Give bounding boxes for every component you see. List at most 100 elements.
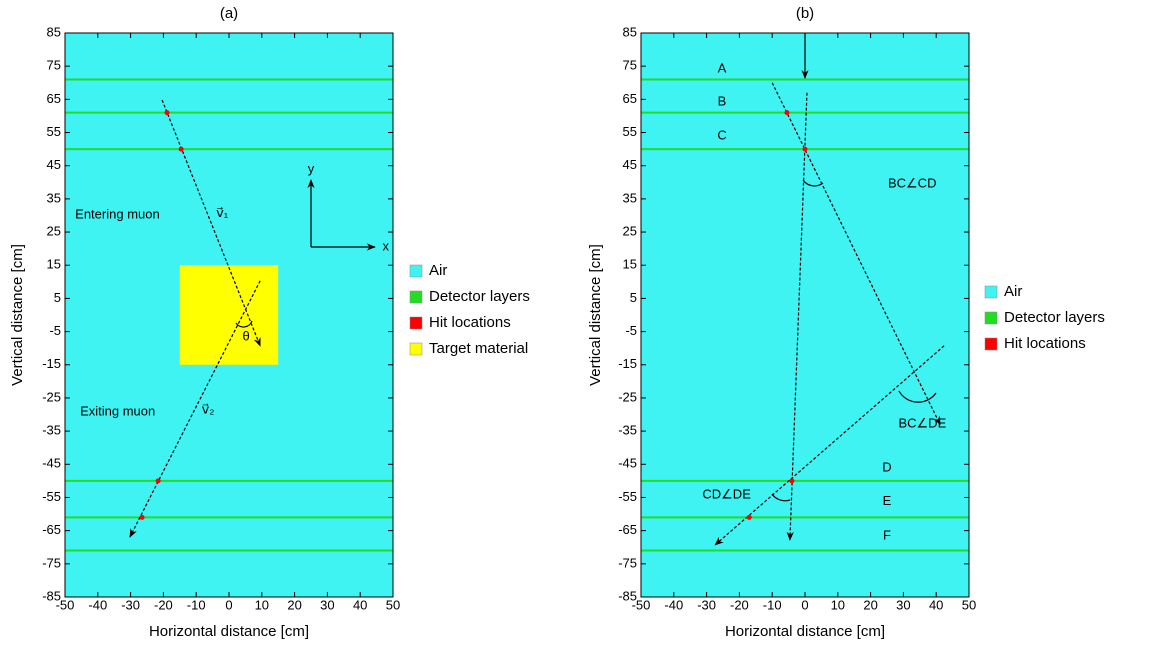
x-tick-label: 20 <box>287 597 301 612</box>
annotation: Exiting muon <box>80 403 155 418</box>
annotation: B <box>718 93 727 108</box>
x-tick-label: 10 <box>255 597 269 612</box>
legend-swatch <box>409 290 423 304</box>
muon-track <box>771 82 941 426</box>
legend-label: Detector layers <box>1004 309 1105 326</box>
x-tick-label: -30 <box>121 597 140 612</box>
chart-title: (a) <box>220 5 238 22</box>
annotation: BC∠CD <box>888 175 937 190</box>
legend-swatch <box>409 342 423 356</box>
legend-swatch <box>984 337 998 351</box>
x-tick-label: -40 <box>664 597 683 612</box>
annotation: F <box>883 527 891 542</box>
y-tick-label: -5 <box>49 323 61 338</box>
x-tick-label: -20 <box>730 597 749 612</box>
y-tick-label: 55 <box>47 124 61 139</box>
y-tick-label: -65 <box>42 522 61 537</box>
y-tick-label: 55 <box>623 124 637 139</box>
hit-location <box>789 478 795 484</box>
panel: Entering muon Exiting muon v⃗₁ v⃗₂ θ y x -85 -75… <box>9 5 530 640</box>
legend-swatch <box>409 316 423 330</box>
air-region <box>641 33 969 597</box>
muon-track <box>786 92 808 541</box>
hit-location <box>178 146 184 152</box>
y-axis-label: Vertical distance [cm] <box>587 244 604 386</box>
annotation: C <box>717 127 726 142</box>
y-tick-label: -25 <box>618 389 637 404</box>
muon-track <box>129 280 261 538</box>
x-tick-label: -40 <box>88 597 107 612</box>
y-tick-label: 65 <box>623 91 637 106</box>
y-tick-label: 15 <box>47 257 61 272</box>
x-tick-label: 40 <box>929 597 943 612</box>
target-material <box>179 265 279 365</box>
x-axis-label: Horizontal distance [cm] <box>725 623 885 640</box>
x-tick-label: 50 <box>386 597 400 612</box>
y-tick-label: -55 <box>42 489 61 504</box>
x-tick-label: -50 <box>56 597 75 612</box>
y-tick-label: 75 <box>47 58 61 73</box>
hit-location <box>164 110 170 116</box>
hit-location <box>155 478 161 484</box>
annotation: v⃗₂ <box>202 402 215 417</box>
x-tick-label: 10 <box>831 597 845 612</box>
legend-label: Hit locations <box>429 314 511 331</box>
y-tick-label: 15 <box>623 257 637 272</box>
angle-arc <box>235 320 253 328</box>
hit-location <box>746 514 752 520</box>
y-tick-label: -15 <box>42 356 61 371</box>
annotation: E <box>883 493 892 508</box>
y-tick-label: -45 <box>42 456 61 471</box>
annotation: Entering muon <box>75 207 160 222</box>
y-tick-label: -65 <box>618 522 637 537</box>
annotation: y <box>308 161 315 176</box>
hit-location <box>139 514 145 520</box>
legend-swatch <box>984 285 998 299</box>
y-tick-label: 25 <box>47 223 61 238</box>
y-tick-label: -35 <box>618 423 637 438</box>
angle-arc <box>771 493 791 502</box>
y-tick-label: -75 <box>618 555 637 570</box>
annotation: CD∠DE <box>702 486 751 501</box>
x-axis-label: Horizontal distance [cm] <box>149 623 309 640</box>
annotation: BC∠DE <box>898 415 946 430</box>
y-tick-label: 75 <box>623 58 637 73</box>
y-tick-label: -55 <box>618 489 637 504</box>
x-tick-label: -10 <box>763 597 782 612</box>
legend-label: Detector layers <box>429 288 530 305</box>
y-tick-label: 65 <box>47 91 61 106</box>
x-tick-label: -30 <box>697 597 716 612</box>
muon-track <box>161 99 261 347</box>
annotation: D <box>882 459 891 474</box>
chart-title: (b) <box>796 5 814 22</box>
x-tick-label: -50 <box>632 597 651 612</box>
panel: A B C D E F BC∠CD BC∠DE CD∠DE -85 -75 -65 -55 -45 -35 -… <box>587 5 1105 640</box>
y-axis-label: Vertical distance [cm] <box>9 244 26 386</box>
y-tick-label: 35 <box>623 190 637 205</box>
y-tick-label: 5 <box>630 290 637 305</box>
muon-track <box>714 345 945 546</box>
legend-label: Air <box>429 262 447 279</box>
annotation: A <box>718 61 727 76</box>
y-tick-label: 5 <box>54 290 61 305</box>
y-tick-label: 25 <box>623 223 637 238</box>
x-tick-label: 0 <box>801 597 808 612</box>
legend-label: Air <box>1004 283 1022 300</box>
x-tick-label: 20 <box>863 597 877 612</box>
y-tick-label: -85 <box>42 588 61 603</box>
y-tick-label: -85 <box>618 588 637 603</box>
x-tick-label: 0 <box>225 597 232 612</box>
y-tick-label: -35 <box>42 423 61 438</box>
x-tick-label: 30 <box>320 597 334 612</box>
y-tick-label: -45 <box>618 456 637 471</box>
y-tick-label: -25 <box>42 389 61 404</box>
y-tick-label: -75 <box>42 555 61 570</box>
y-tick-label: 45 <box>623 157 637 172</box>
x-tick-label: 30 <box>896 597 910 612</box>
y-tick-label: 45 <box>47 157 61 172</box>
angle-arc <box>802 179 824 187</box>
y-tick-label: -15 <box>618 356 637 371</box>
y-tick-label: 85 <box>623 24 637 39</box>
legend-label: Target material <box>429 340 528 357</box>
